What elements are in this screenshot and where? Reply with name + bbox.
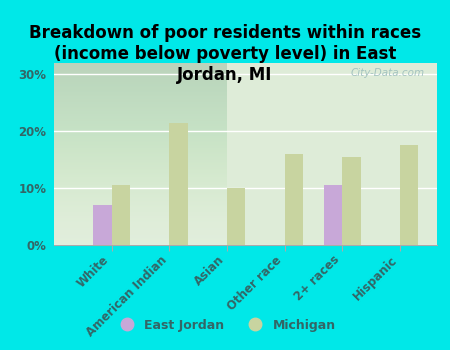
- Text: Breakdown of poor residents within races
(income below poverty level) in East
Jo: Breakdown of poor residents within races…: [29, 25, 421, 84]
- Bar: [227, 188, 245, 245]
- Legend: East Jordan, Michigan: East Jordan, Michigan: [109, 314, 341, 337]
- Text: City-Data.com: City-Data.com: [351, 69, 425, 78]
- Bar: [93, 205, 112, 245]
- Bar: [400, 146, 418, 245]
- Bar: [342, 157, 360, 245]
- Bar: [324, 185, 342, 245]
- Bar: [284, 154, 303, 245]
- Bar: [112, 185, 130, 245]
- Bar: [169, 123, 188, 245]
